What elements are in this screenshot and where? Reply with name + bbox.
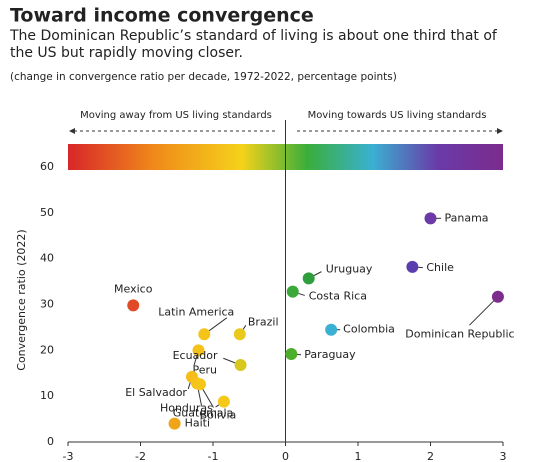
y-tick-label: 40 <box>40 252 54 265</box>
point-label: Haiti <box>185 417 210 430</box>
y-tick-label: 10 <box>40 389 54 402</box>
point-label: Latin America <box>158 305 234 318</box>
point <box>168 417 181 430</box>
point-label: Uruguay <box>326 262 373 275</box>
x-tick-label: 3 <box>500 450 507 462</box>
point <box>217 395 230 408</box>
point-label: Honduras <box>160 402 213 415</box>
point <box>286 285 299 298</box>
x-tick-label: -1 <box>208 450 219 462</box>
point <box>192 344 205 357</box>
point-label: Costa Rica <box>309 290 367 303</box>
point <box>234 359 247 371</box>
point-label: Brazil <box>248 315 279 328</box>
y-axis-label: Convergence ratio (2022) <box>15 229 28 370</box>
point <box>302 272 315 285</box>
right-annotation: Moving towards US living standards <box>308 110 487 121</box>
point-label: Dominican Republic <box>405 328 514 341</box>
chart-title: Toward income convergence <box>10 5 314 27</box>
point <box>325 323 338 336</box>
leader-line <box>469 296 499 326</box>
point-label: El Salvador <box>125 386 187 399</box>
y-tick-label: 60 <box>40 160 54 173</box>
x-tick-label: -2 <box>135 450 146 462</box>
chart-note: (change in convergence ratio per decade,… <box>10 71 397 83</box>
x-tick-label: -3 <box>63 450 74 462</box>
point <box>285 348 298 360</box>
point-label: Panama <box>445 211 489 224</box>
point <box>127 299 140 312</box>
left-annotation: Moving away from US living standards <box>80 110 272 121</box>
point-label: Mexico <box>114 282 153 295</box>
y-tick-label: 30 <box>40 298 54 311</box>
point-label: Ecuador <box>173 349 218 362</box>
point-label: Bolivia <box>200 408 237 421</box>
chart-subtitle: The Dominican Republic’s standard of liv… <box>10 28 497 61</box>
point <box>198 328 211 341</box>
x-tick-label: 0 <box>282 450 289 462</box>
point <box>193 378 206 391</box>
point <box>233 328 246 341</box>
point-label: Peru <box>193 363 218 376</box>
point <box>491 290 504 303</box>
subtitle-box: The Dominican Republic’s standard of liv… <box>10 28 497 61</box>
x-tick-label: 2 <box>427 450 434 462</box>
point-label: Colombia <box>343 323 395 336</box>
point-label: Paraguay <box>304 348 356 361</box>
point-label: Guatemala <box>173 406 234 419</box>
y-tick-label: 20 <box>40 343 54 356</box>
y-tick-label: 0 <box>47 435 54 448</box>
y-tick-label: 50 <box>40 206 54 219</box>
point <box>424 212 437 225</box>
x-tick-label: 1 <box>355 450 362 462</box>
point <box>406 260 419 273</box>
point-label: Chile <box>426 261 454 274</box>
